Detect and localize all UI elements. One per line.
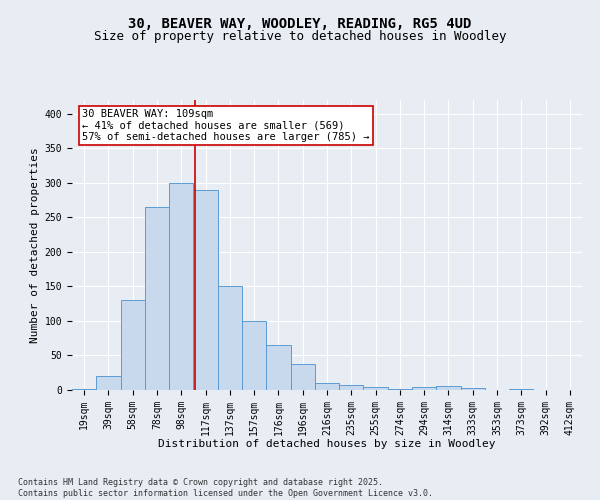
Bar (242, 321, 266, 390)
Bar (436, 386, 461, 390)
Bar (218, 286, 242, 390)
Bar (72, 388, 96, 390)
Bar (388, 388, 412, 390)
Bar (339, 385, 364, 390)
Text: 30 BEAVER WAY: 109sqm
← 41% of detached houses are smaller (569)
57% of semi-det: 30 BEAVER WAY: 109sqm ← 41% of detached … (82, 108, 370, 142)
Text: 30, BEAVER WAY, WOODLEY, READING, RG5 4UD: 30, BEAVER WAY, WOODLEY, READING, RG5 4U… (128, 18, 472, 32)
Bar (412, 386, 436, 390)
Bar (266, 345, 290, 390)
Bar (169, 183, 193, 390)
Bar (193, 190, 218, 390)
Bar (461, 388, 485, 390)
Text: Size of property relative to detached houses in Woodley: Size of property relative to detached ho… (94, 30, 506, 43)
Bar (315, 383, 339, 390)
Bar (145, 207, 169, 390)
Bar (364, 386, 388, 390)
Bar (96, 376, 121, 390)
Bar (290, 364, 315, 390)
Y-axis label: Number of detached properties: Number of detached properties (31, 147, 40, 343)
X-axis label: Distribution of detached houses by size in Woodley: Distribution of detached houses by size … (158, 439, 496, 449)
Bar (121, 300, 145, 390)
Bar (509, 388, 533, 390)
Text: Contains HM Land Registry data © Crown copyright and database right 2025.
Contai: Contains HM Land Registry data © Crown c… (18, 478, 433, 498)
